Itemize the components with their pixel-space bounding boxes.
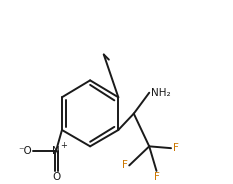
Text: O: O	[52, 172, 60, 182]
Text: ⁻O: ⁻O	[18, 146, 32, 155]
Text: NH₂: NH₂	[151, 88, 171, 98]
Text: +: +	[60, 141, 67, 150]
Text: F: F	[154, 172, 159, 182]
Text: N: N	[52, 146, 60, 155]
Text: F: F	[173, 143, 179, 153]
Text: F: F	[122, 160, 127, 170]
